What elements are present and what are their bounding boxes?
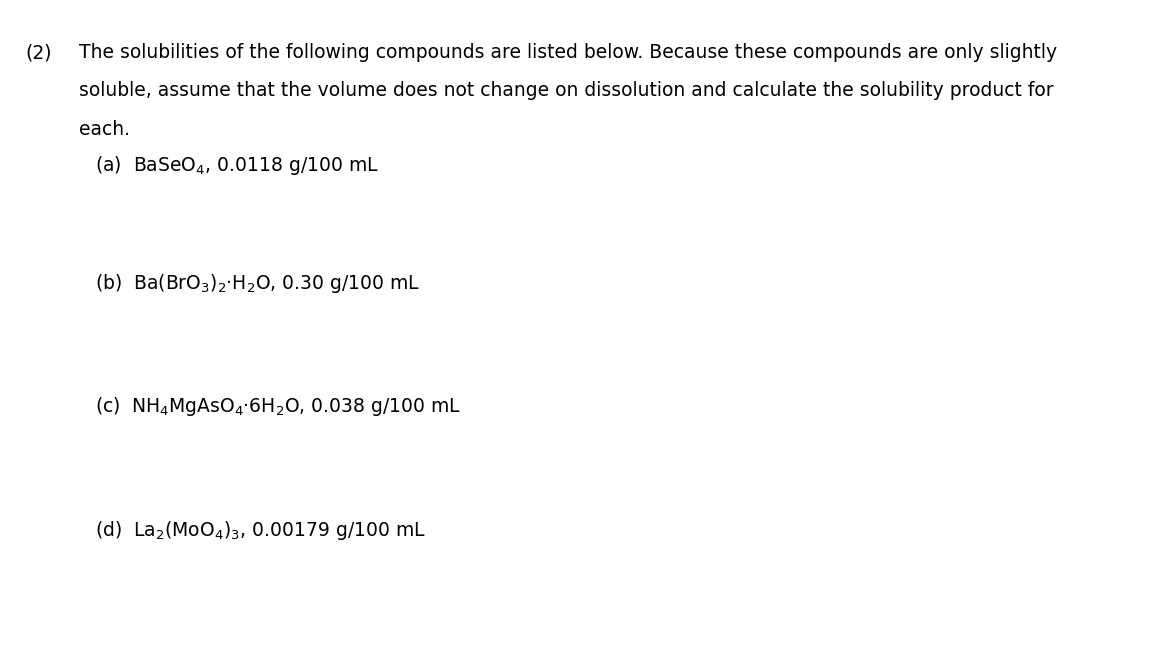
Text: (d)  La$_2$(MoO$_4$)$_3$, 0.00179 g/100 mL: (d) La$_2$(MoO$_4$)$_3$, 0.00179 g/100 m… bbox=[95, 519, 426, 542]
Text: (a)  BaSeO$_4$, 0.0118 g/100 mL: (a) BaSeO$_4$, 0.0118 g/100 mL bbox=[95, 154, 378, 177]
Text: (2): (2) bbox=[25, 43, 52, 62]
Text: (c)  NH$_4$MgAsO$_4$·6H$_2$O, 0.038 g/100 mL: (c) NH$_4$MgAsO$_4$·6H$_2$O, 0.038 g/100… bbox=[95, 395, 460, 418]
Text: each.: each. bbox=[79, 120, 130, 139]
Text: (b)  Ba(BrO$_3$)$_2$·H$_2$O, 0.30 g/100 mL: (b) Ba(BrO$_3$)$_2$·H$_2$O, 0.30 g/100 m… bbox=[95, 272, 420, 295]
Text: The solubilities of the following compounds are listed below. Because these comp: The solubilities of the following compou… bbox=[79, 43, 1056, 62]
Text: soluble, assume that the volume does not change on dissolution and calculate the: soluble, assume that the volume does not… bbox=[79, 81, 1053, 100]
